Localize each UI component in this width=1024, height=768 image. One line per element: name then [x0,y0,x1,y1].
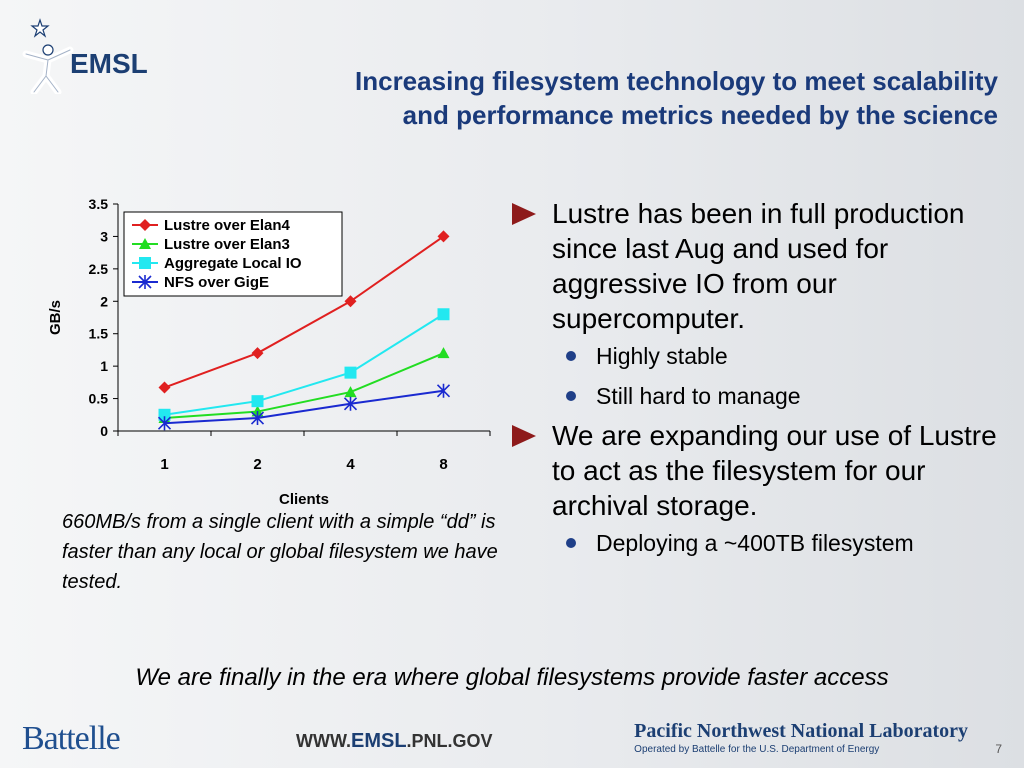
series-line-0 [164,235,445,389]
sub-bullet-text: Deploying a ~400TB filesystem [596,530,914,556]
data-point [344,386,357,398]
bullet-list: Lustre has been in full production since… [510,196,1010,563]
slide-title-line-2: and performance metrics needed by the sc… [402,100,998,130]
legend-entry-label: Aggregate Local IO [164,255,302,272]
url-suffix: .PNL.GOV [406,731,493,751]
y-tick-label: 1 [100,358,108,374]
dot-bullet-icon [566,538,576,548]
footer-quote: We are finally in the era where global f… [135,664,889,691]
sub-bullet-text: Highly stable [596,343,728,369]
x-tick-label: 1 [160,456,168,473]
battelle-logo: Battelle [22,720,121,757]
emsl-logo-text: EMSL [70,48,148,79]
chart-svg: 0 0.5 1 1.5 2 2.5 3 3.5 1 2 4 8 Clients GB/s Lustre ov… [47,196,491,508]
series-line-2 [164,313,445,416]
emsl-logo: EMSL [18,14,168,96]
legend-swatch-marker [138,275,152,289]
legend-entry-label: Lustre over Elan4 [164,217,291,234]
y-tick-label: 3.5 [89,196,109,212]
url-prefix: WWW. [296,731,351,751]
data-point [437,230,450,243]
data-point [157,416,172,431]
y-tick-label: 0.5 [89,391,109,407]
slide-title-line-1: Increasing filesystem technology to meet… [355,66,998,96]
pnnl-logo: Pacific Northwest National Laboratory Op… [634,720,968,755]
dot-bullet-icon [566,391,576,401]
data-point [436,383,451,398]
y-tick-label: 2 [100,293,108,309]
sub-bullet-deploying: Deploying a ~400TB filesystem [510,523,1010,563]
emsl-figure-icon [22,18,74,96]
slide-title: Increasing filesystem technology to meet… [198,64,998,132]
y-axis-label: GB/s [47,300,64,335]
chart-legend-box [123,211,343,297]
legend-swatch-marker [139,257,151,269]
data-point [251,347,264,360]
x-tick-label: 4 [346,456,355,473]
data-point [158,381,171,394]
data-point [437,347,450,359]
data-point [158,408,171,421]
pnnl-subtitle: Operated by Battelle for the U.S. Depart… [634,744,880,755]
website-url[interactable]: WWW.EMSL.PNL.GOV [296,730,493,753]
data-point [250,411,265,426]
sub-bullet-text: Still hard to manage [596,383,801,409]
legend-swatch-marker [139,219,151,231]
legend-entry-label: NFS over GigE [164,274,269,291]
bullet-lustre-production: Lustre has been in full production since… [510,196,1010,336]
data-point [344,366,357,379]
y-tick-label: 3 [100,228,108,244]
x-tick-label: 8 [439,456,447,473]
series-line-3 [164,389,444,425]
data-point [437,308,450,321]
x-axis-label: Clients [279,491,329,508]
page-number: 7 [995,742,1002,756]
arrow-bullet-icon [512,203,536,225]
sub-bullet-hard-to-manage: Still hard to manage [510,376,1010,416]
data-point [343,396,358,411]
y-tick-label: 2.5 [89,261,109,277]
y-tick-label: 0 [100,423,108,439]
data-point [251,395,264,408]
y-tick-label: 1.5 [89,326,109,342]
bullet-text: Lustre has been in full production since… [552,198,965,334]
url-emsl-mark: EMSL [350,730,407,752]
data-point [344,295,357,308]
sub-bullet-highly-stable: Highly stable [510,336,1010,376]
legend-entry-label: Lustre over Elan3 [164,236,290,253]
legend-swatch-marker [139,238,151,249]
throughput-chart: 0 0.5 1 1.5 2 2.5 3 3.5 1 2 4 8 Clients GB/s Lustre ov… [30,180,500,510]
pnnl-name: Pacific Northwest National Laboratory [634,720,968,742]
chart-caption: 660MB/s from a single client with a simp… [62,511,498,593]
bullet-expanding-lustre: We are expanding our use of Lustre to ac… [510,418,1010,523]
bullet-text: We are expanding our use of Lustre to ac… [552,420,997,521]
dot-bullet-icon [566,351,576,361]
footer-bar: Battelle WWW.EMSL.PNL.GOV Pacific Northw… [0,712,1024,768]
x-tick-label: 2 [253,456,261,473]
arrow-bullet-icon [512,425,536,447]
series-line-1 [164,352,444,420]
